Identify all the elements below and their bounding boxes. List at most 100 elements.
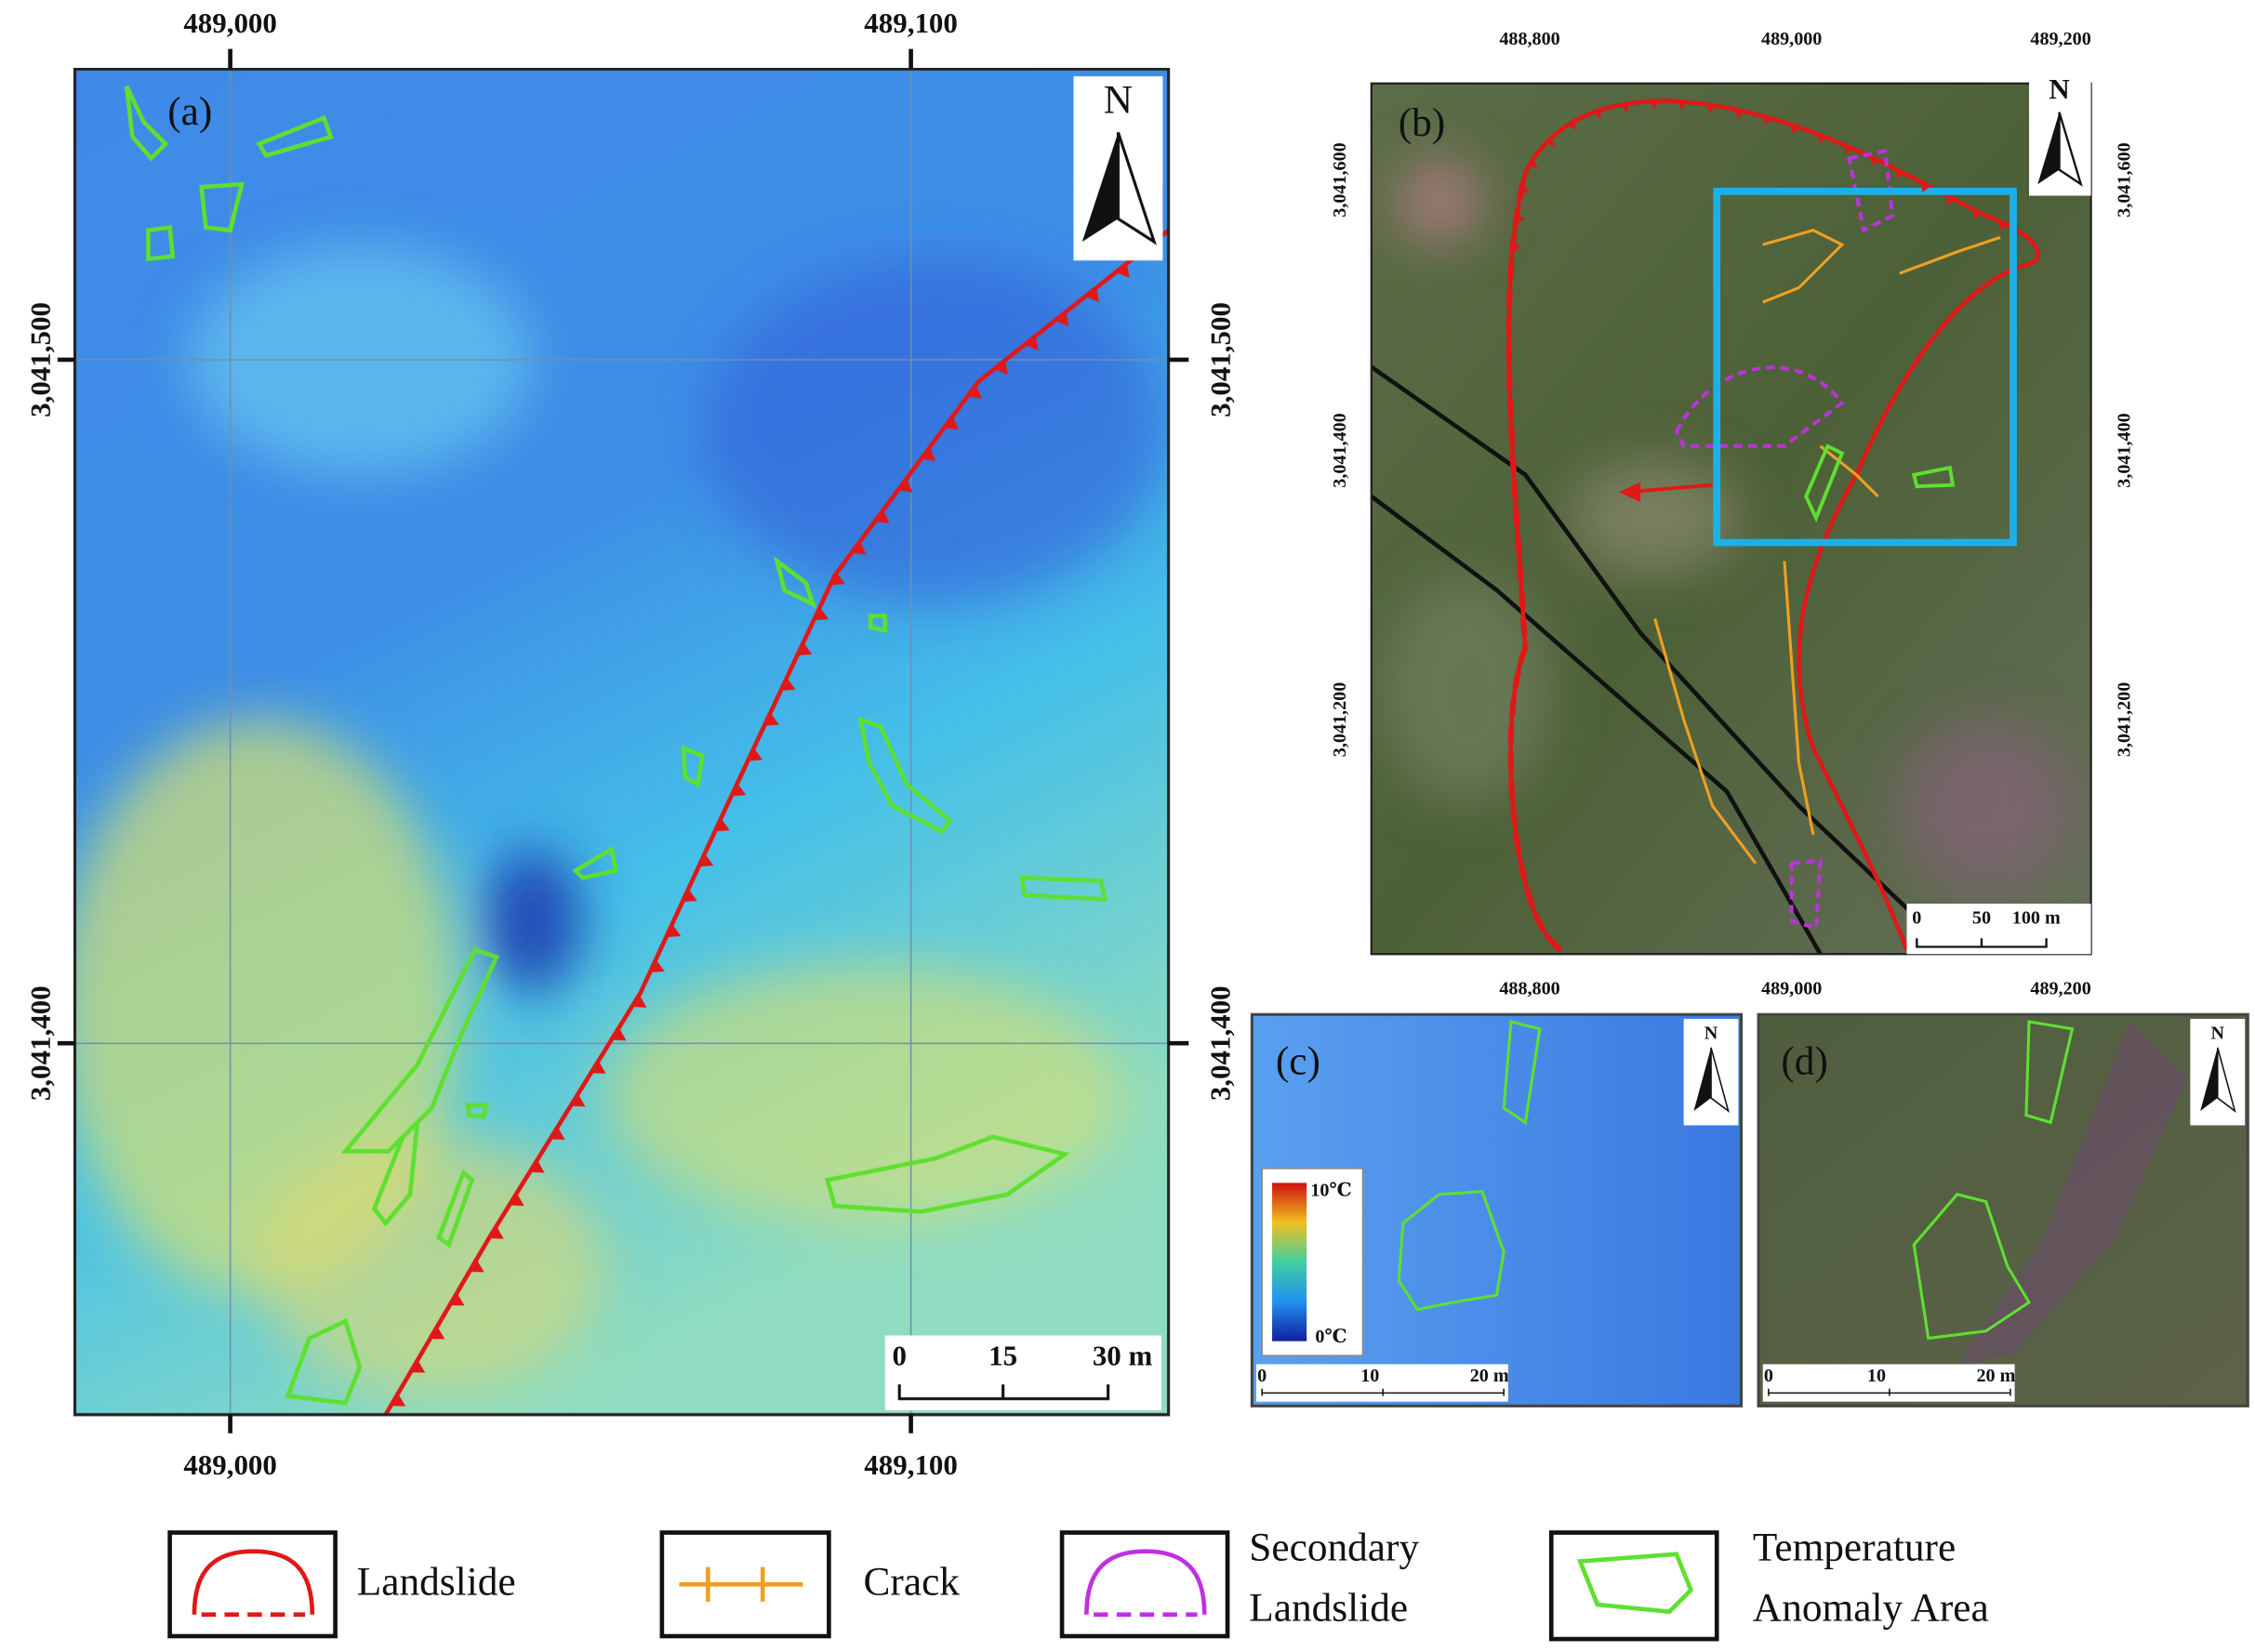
motion-arrow-head bbox=[1618, 482, 1641, 503]
landslide-tick bbox=[763, 712, 779, 726]
landslide-tick bbox=[748, 747, 763, 761]
scale-label: 0 bbox=[1764, 1366, 1773, 1386]
landslide-tick bbox=[529, 1159, 545, 1173]
legend-symbol bbox=[192, 1549, 315, 1615]
landslide-tick bbox=[1545, 137, 1555, 147]
landslide-tick bbox=[797, 641, 813, 655]
north-label: N bbox=[2049, 73, 2069, 105]
scale-label: 10 bbox=[1360, 1366, 1379, 1386]
y-coordinate-label: 3,041,200 bbox=[2114, 682, 2134, 757]
landslide-tick bbox=[829, 572, 845, 586]
y-coordinate-label: 3,041,400 bbox=[1204, 985, 1237, 1101]
landslide-tick bbox=[590, 1060, 606, 1074]
landslide-tick bbox=[814, 607, 829, 621]
north-label: N bbox=[1104, 77, 1133, 122]
x-coordinate-label: 489,000 bbox=[1761, 29, 1822, 49]
scale-box bbox=[1906, 904, 2091, 955]
colorbar bbox=[1272, 1183, 1307, 1341]
y-coordinate-label: 3,041,400 bbox=[1330, 413, 1350, 487]
x-coordinate-label: 489,200 bbox=[2030, 979, 2090, 999]
landslide-tick bbox=[967, 385, 982, 399]
legend-box bbox=[1059, 1530, 1230, 1639]
x-coordinate-label: 488,800 bbox=[1499, 979, 1559, 999]
legend-symbol bbox=[679, 1566, 803, 1602]
landslide-tick bbox=[1621, 103, 1630, 113]
y-coordinate-label: 3,041,500 bbox=[24, 302, 57, 417]
anomaly-areas bbox=[1397, 1020, 1542, 1312]
scale-label: 0 bbox=[1257, 1366, 1267, 1386]
landslide-tick bbox=[1520, 185, 1531, 194]
landslide-tick bbox=[1947, 196, 1956, 206]
panel-label: (c) bbox=[1276, 1038, 1320, 1083]
landslide-tick bbox=[1024, 336, 1039, 350]
x-coordinate-label: 489,100 bbox=[864, 7, 958, 39]
landslide-tick bbox=[1818, 134, 1826, 144]
landslide-tick bbox=[851, 541, 867, 555]
north-arrow bbox=[1710, 1047, 1730, 1113]
y-coordinate-label: 3,041,400 bbox=[2114, 413, 2134, 487]
landslide-tick bbox=[430, 1326, 445, 1340]
y-coordinate-label: 3,041,600 bbox=[1330, 142, 1350, 217]
anomaly-areas bbox=[1912, 1020, 2075, 1341]
anomaly-areas bbox=[1804, 443, 1956, 523]
landslide-tick bbox=[994, 360, 1008, 376]
panel-a bbox=[73, 67, 1171, 1417]
x-coordinate-label: 489,000 bbox=[183, 7, 277, 39]
landslide-tick bbox=[1593, 109, 1602, 120]
landslide-tick bbox=[1735, 109, 1744, 119]
y-coordinate-label: 3,041,500 bbox=[1204, 302, 1237, 417]
panel-c bbox=[1250, 1012, 1744, 1408]
cracks bbox=[1653, 229, 2001, 865]
inset-box bbox=[1713, 188, 2017, 547]
landslide-tick bbox=[944, 416, 960, 430]
colorbar-label: 0℃ bbox=[1315, 1327, 1346, 1347]
x-coordinate-label: 489,200 bbox=[2030, 29, 2090, 49]
panel-b bbox=[1370, 74, 2092, 956]
landslide-tick bbox=[550, 1127, 565, 1140]
anomaly-areas bbox=[124, 85, 1108, 1406]
north-arrow bbox=[1116, 131, 1157, 245]
x-coordinate-label: 489,100 bbox=[864, 1448, 958, 1481]
landslide-tick bbox=[780, 677, 796, 691]
landslide-tick bbox=[1528, 159, 1539, 168]
landslide-tick bbox=[1972, 209, 1982, 219]
north-arrow bbox=[2216, 1047, 2236, 1113]
legend bbox=[167, 1530, 1719, 1642]
landslide-tick bbox=[1922, 182, 1930, 192]
landslide-tick bbox=[1790, 124, 1799, 135]
x-coordinate-label: 488,800 bbox=[1499, 29, 1559, 49]
landslide-tick bbox=[1706, 104, 1716, 114]
landslide-tick bbox=[1870, 156, 1879, 167]
y-coordinate-label: 3,041,400 bbox=[24, 985, 57, 1101]
faults bbox=[1371, 364, 1938, 955]
legend-symbol bbox=[1576, 1552, 1694, 1615]
landslide-tick bbox=[570, 1093, 586, 1107]
landslide-tick bbox=[1085, 287, 1099, 302]
legend-label: Crack bbox=[864, 1560, 961, 1605]
north-arrow bbox=[2037, 112, 2060, 185]
legend-label: Landslide bbox=[1249, 1586, 1408, 1631]
y-coordinate-label: 3,041,600 bbox=[2114, 142, 2134, 217]
landslide-ticks bbox=[1512, 100, 2008, 252]
landslide-tick bbox=[897, 478, 913, 493]
landslide-tick bbox=[469, 1259, 484, 1273]
landslide-tick bbox=[698, 853, 714, 867]
scale-label: 30 m bbox=[1093, 1339, 1153, 1371]
legend-label: Anomaly Area bbox=[1753, 1586, 1989, 1631]
landslide-tick bbox=[509, 1193, 524, 1207]
landslide-tick bbox=[1999, 220, 2008, 231]
scale-label: 100 m bbox=[2012, 908, 2061, 929]
landslide-tick bbox=[449, 1292, 465, 1306]
landslide-tick bbox=[391, 1393, 406, 1407]
landslide-boundary bbox=[1506, 99, 2041, 952]
landslide-tick bbox=[1516, 214, 1525, 223]
landslide-tick bbox=[1055, 311, 1069, 326]
scale-label: 0 bbox=[1912, 908, 1921, 929]
landslide-tick bbox=[1896, 169, 1904, 179]
landslide-tick bbox=[611, 1027, 627, 1041]
landslide-tick bbox=[874, 509, 890, 524]
landslide-tick bbox=[921, 447, 936, 461]
scale-label: 50 bbox=[1972, 908, 1991, 929]
